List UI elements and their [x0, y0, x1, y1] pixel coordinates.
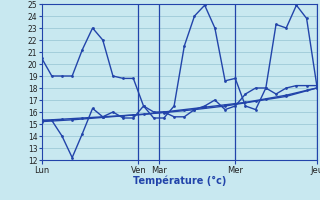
X-axis label: Température (°c): Température (°c)	[132, 176, 226, 186]
